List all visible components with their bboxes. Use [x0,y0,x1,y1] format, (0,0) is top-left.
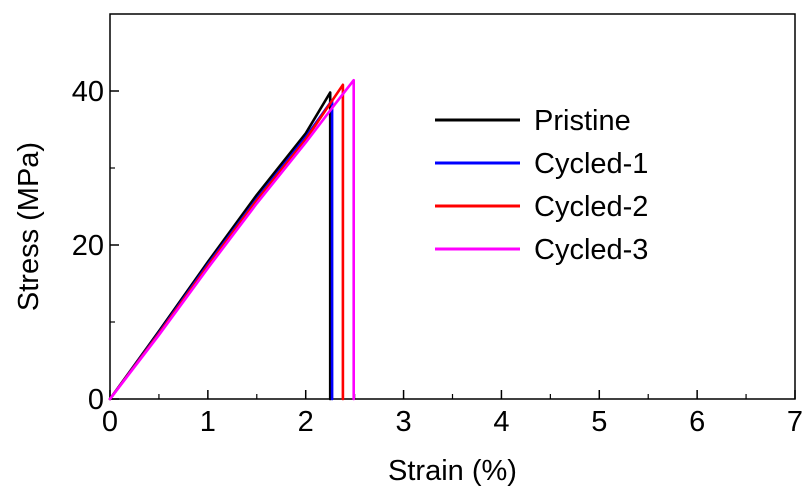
x-tick-label: 2 [298,406,314,438]
legend-label-pristine: Pristine [534,105,631,137]
y-tick-label: 0 [88,384,104,416]
y-axis-ticks: 0 20 40 [72,76,119,416]
x-tick-label: 4 [493,406,509,438]
x-tick-label: 0 [102,406,118,438]
series-line-cycled-3 [108,78,355,401]
x-tick-label: 7 [787,406,803,438]
series-layer [108,78,355,401]
x-tick-label: 6 [689,406,705,438]
x-tick-label: 1 [200,406,216,438]
y-tick-label: 40 [72,76,104,108]
y-tick-label: 20 [72,230,104,262]
x-axis-ticks: 0 1 2 3 4 5 6 7 [102,390,803,438]
x-axis-title: Strain (%) [388,455,517,487]
y-axis-title: Stress (MPa) [13,142,45,311]
legend-label-cycled-2: Cycled-2 [534,191,648,223]
x-tick-label: 3 [396,406,412,438]
legend-label-cycled-1: Cycled-1 [534,148,648,180]
legend-label-cycled-3: Cycled-3 [534,234,648,266]
x-tick-label: 5 [591,406,607,438]
legend: Pristine Cycled-1 Cycled-2 Cycled-3 [435,105,648,266]
